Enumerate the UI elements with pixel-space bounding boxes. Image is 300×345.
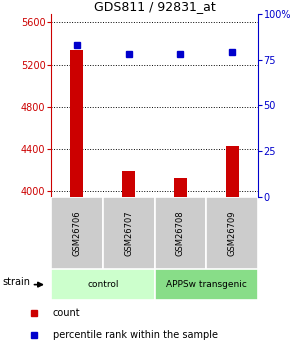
Text: GSM26708: GSM26708: [176, 210, 185, 256]
Text: APPSw transgenic: APPSw transgenic: [166, 280, 247, 289]
Bar: [206, 197, 258, 269]
Text: count: count: [53, 308, 80, 318]
Bar: [226, 146, 238, 197]
Bar: [51, 197, 103, 269]
Bar: [122, 171, 135, 197]
Bar: [51, 269, 154, 300]
Bar: [174, 178, 187, 197]
Text: GSM26706: GSM26706: [72, 210, 81, 256]
Text: control: control: [87, 280, 119, 289]
Bar: [154, 197, 206, 269]
Text: GSM26707: GSM26707: [124, 210, 133, 256]
Bar: [154, 269, 258, 300]
Text: percentile rank within the sample: percentile rank within the sample: [53, 330, 218, 340]
Text: GSM26709: GSM26709: [228, 210, 237, 256]
Text: strain: strain: [3, 277, 31, 286]
Bar: [103, 197, 154, 269]
Title: GDS811 / 92831_at: GDS811 / 92831_at: [94, 0, 215, 13]
Bar: [70, 50, 83, 197]
